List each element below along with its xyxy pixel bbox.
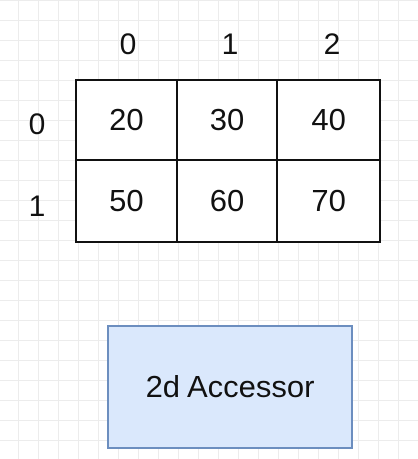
accessor-label: 2d Accessor (145, 369, 315, 404)
row-label-1: 1 (28, 190, 46, 223)
row-label-0: 0 (28, 108, 46, 141)
array-grid: 20 30 40 50 60 70 (75, 79, 381, 243)
cell-1-1: 60 (178, 161, 279, 241)
column-label-2: 2 (323, 28, 341, 61)
cell-0-2: 40 (278, 81, 379, 161)
accessor-box: 2d Accessor (107, 325, 353, 449)
cell-1-0: 50 (77, 161, 178, 241)
column-label-0: 0 (119, 28, 137, 61)
cell-0-0: 20 (77, 81, 178, 161)
cell-1-2: 70 (311, 183, 346, 218)
column-label-1: 1 (221, 28, 239, 61)
cell-0-1: 30 (177, 81, 279, 161)
